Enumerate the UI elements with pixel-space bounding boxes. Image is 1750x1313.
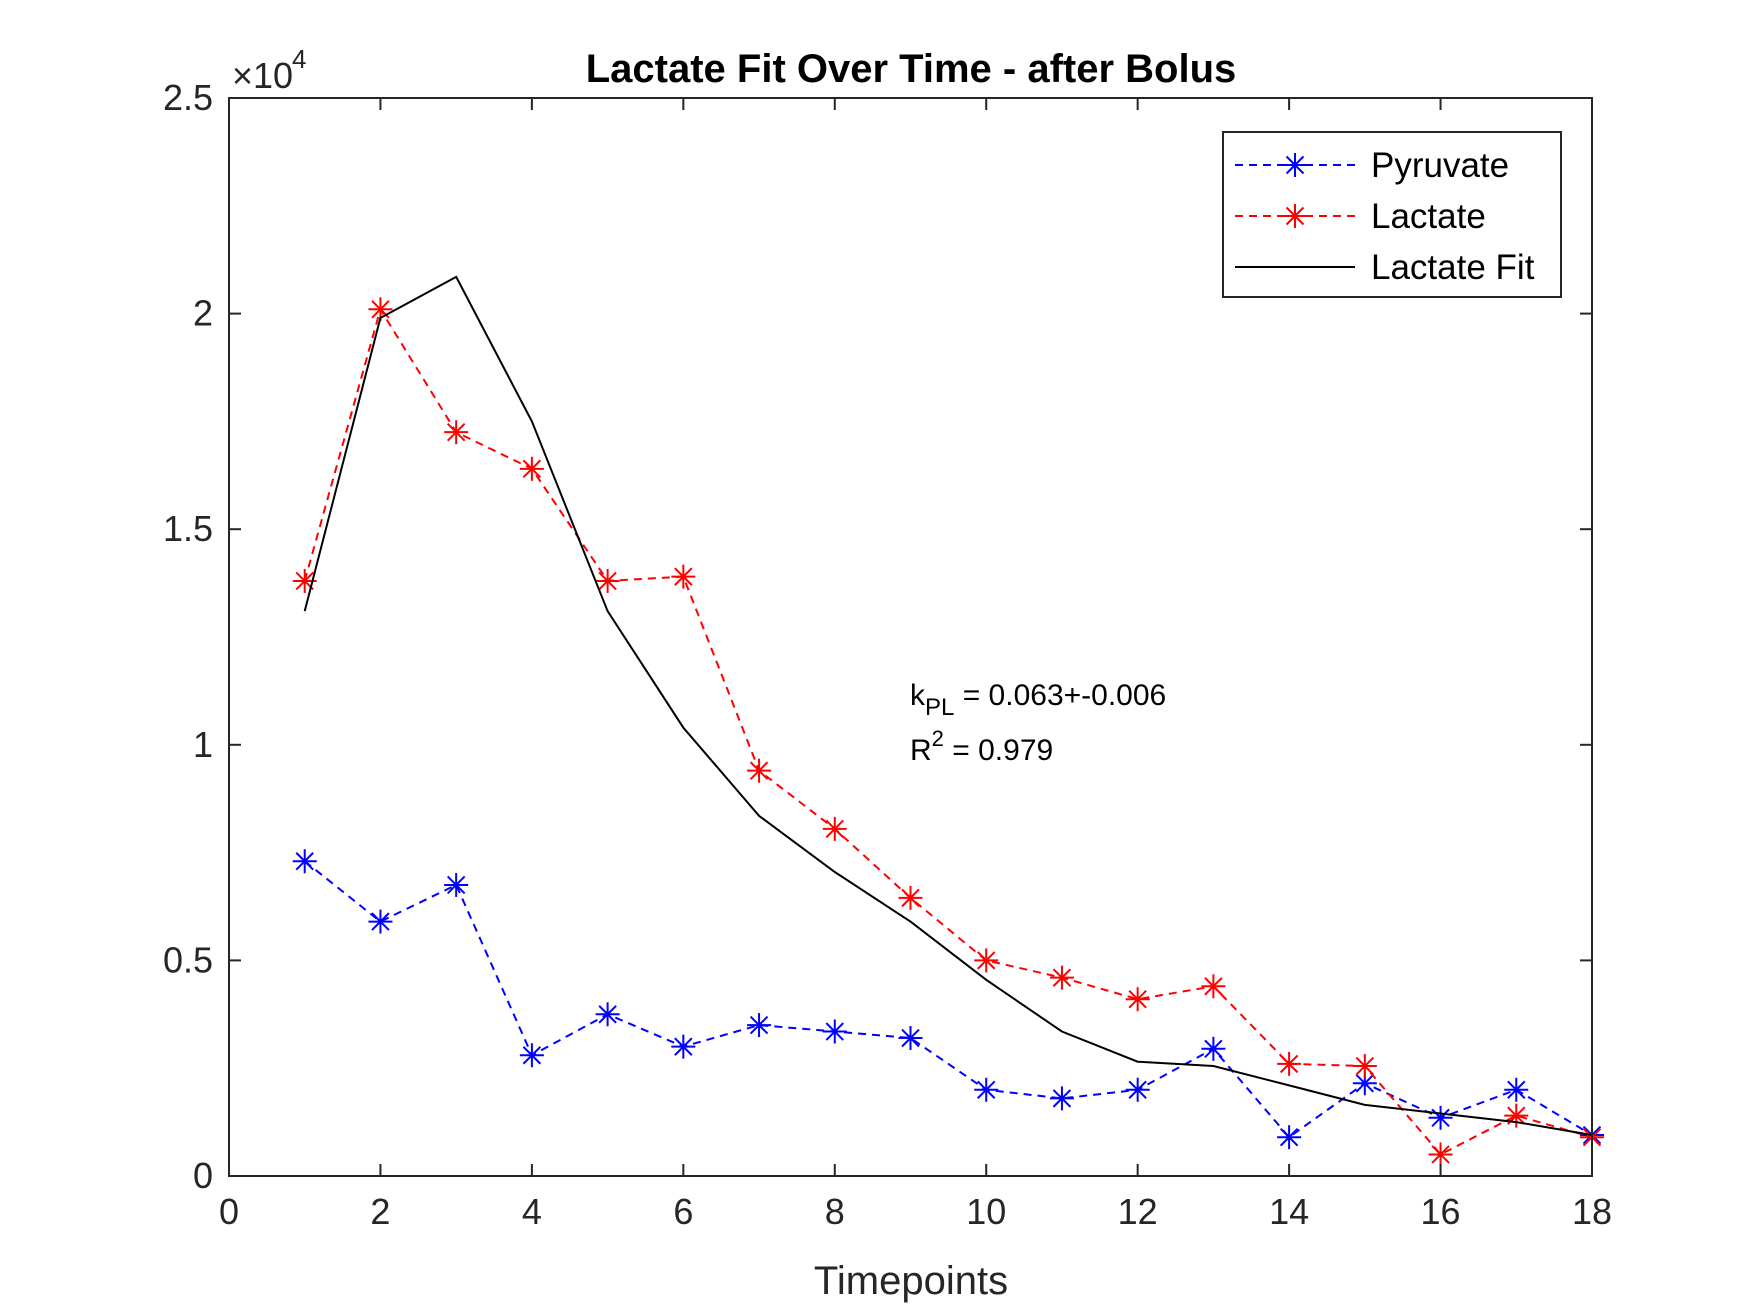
y-tick-label: 0	[193, 1155, 213, 1196]
legend-items	[1235, 153, 1355, 268]
data-point-pyruvate	[519, 1043, 544, 1068]
series-line-pyruvate	[304, 860, 1593, 1139]
x-tick-label: 10	[966, 1191, 1006, 1232]
series-line-lactate-fit	[303, 275, 1593, 1136]
data-point-pyruvate	[974, 1077, 999, 1102]
legend-label-lactate-fit: Lactate Fit	[1371, 248, 1535, 287]
series-lactate-fit	[303, 275, 1593, 1136]
data-point-pyruvate	[1049, 1086, 1074, 1111]
data-point-pyruvate	[1201, 1036, 1226, 1061]
x-tick-label: 12	[1118, 1191, 1158, 1232]
x-axis-label: Timepoints	[814, 1259, 1008, 1303]
x-tick-label: 6	[673, 1191, 693, 1232]
x-tick-label: 18	[1572, 1191, 1612, 1232]
data-point-pyruvate	[1428, 1105, 1453, 1130]
kpl-main: k	[910, 679, 926, 712]
data-point-pyruvate	[444, 872, 469, 897]
x-tick-label: 14	[1269, 1191, 1309, 1232]
data-point-pyruvate	[292, 849, 317, 874]
data-point-pyruvate	[822, 1019, 847, 1044]
axes-box	[228, 97, 1593, 1177]
y-exponent-base: ×10	[232, 55, 293, 96]
data-point-lactate	[1352, 1054, 1377, 1079]
data-point-lactate	[1277, 1051, 1302, 1076]
data-point-pyruvate	[1125, 1077, 1150, 1102]
ticks-layer: 0 2 4 6 8 10 12 14 16 18 0 0.5 1 1.5 2 2.5	[163, 77, 1612, 1232]
data-point-lactate	[519, 456, 544, 481]
y-tick-label: 1	[193, 724, 213, 765]
x-tick-label: 0	[219, 1191, 239, 1232]
legend-label-pyruvate: Pyruvate	[1371, 146, 1509, 185]
legend-box	[1222, 131, 1562, 298]
y-tick-label: 2.5	[163, 77, 213, 118]
y-tick-label: 1.5	[163, 508, 213, 549]
series-layer	[292, 275, 1604, 1167]
data-point-pyruvate	[898, 1026, 923, 1051]
data-point-pyruvate	[595, 1002, 620, 1027]
data-point-pyruvate	[1504, 1077, 1529, 1102]
data-point-lactate	[1201, 974, 1226, 999]
legend-marker-pyruvate	[1283, 153, 1307, 177]
legend-label-lactate: Lactate	[1371, 197, 1486, 236]
data-point-lactate	[822, 816, 847, 841]
data-point-lactate	[898, 885, 923, 910]
data-point-lactate	[671, 564, 696, 589]
r2-value: = 0.979	[944, 734, 1053, 767]
x-tick-label: 4	[522, 1191, 542, 1232]
kpl-value: = 0.063+-0.006	[954, 679, 1166, 712]
r2-annotation: R2 = 0.979	[910, 726, 1053, 767]
y-exponent-label: ×10 4	[232, 44, 306, 96]
data-point-lactate	[1049, 965, 1074, 990]
chart-title: Lactate Fit Over Time - after Bolus	[586, 47, 1237, 91]
series-line-lactate	[303, 306, 1593, 1156]
x-tick-label: 16	[1421, 1191, 1461, 1232]
r2-superscript: 2	[932, 726, 944, 751]
y-exponent-power: 4	[292, 44, 306, 74]
legend-marker-lactate	[1283, 204, 1307, 228]
series-lactate	[292, 297, 1604, 1167]
kpl-subscript: PL	[925, 694, 954, 721]
data-point-lactate	[444, 420, 469, 445]
data-point-pyruvate	[368, 909, 393, 934]
y-tick-label: 0.5	[163, 939, 213, 980]
series-pyruvate	[292, 849, 1604, 1150]
data-point-lactate	[1428, 1142, 1453, 1167]
data-point-lactate	[595, 568, 620, 593]
data-point-lactate	[974, 948, 999, 973]
r2-main: R	[910, 734, 932, 767]
annotation: kPL = 0.063+-0.006 R2 = 0.979	[910, 679, 1166, 767]
x-tick-label: 2	[370, 1191, 390, 1232]
x-tick-label: 8	[825, 1191, 845, 1232]
data-point-lactate	[1125, 987, 1150, 1012]
data-point-pyruvate	[1277, 1125, 1302, 1150]
data-point-pyruvate	[747, 1013, 772, 1038]
data-point-pyruvate	[671, 1034, 696, 1059]
data-point-lactate	[747, 758, 772, 783]
y-tick-label: 2	[193, 293, 213, 334]
legend: Pyruvate Lactate Lactate Fit	[1222, 131, 1562, 298]
kpl-annotation: kPL = 0.063+-0.006	[910, 679, 1166, 721]
